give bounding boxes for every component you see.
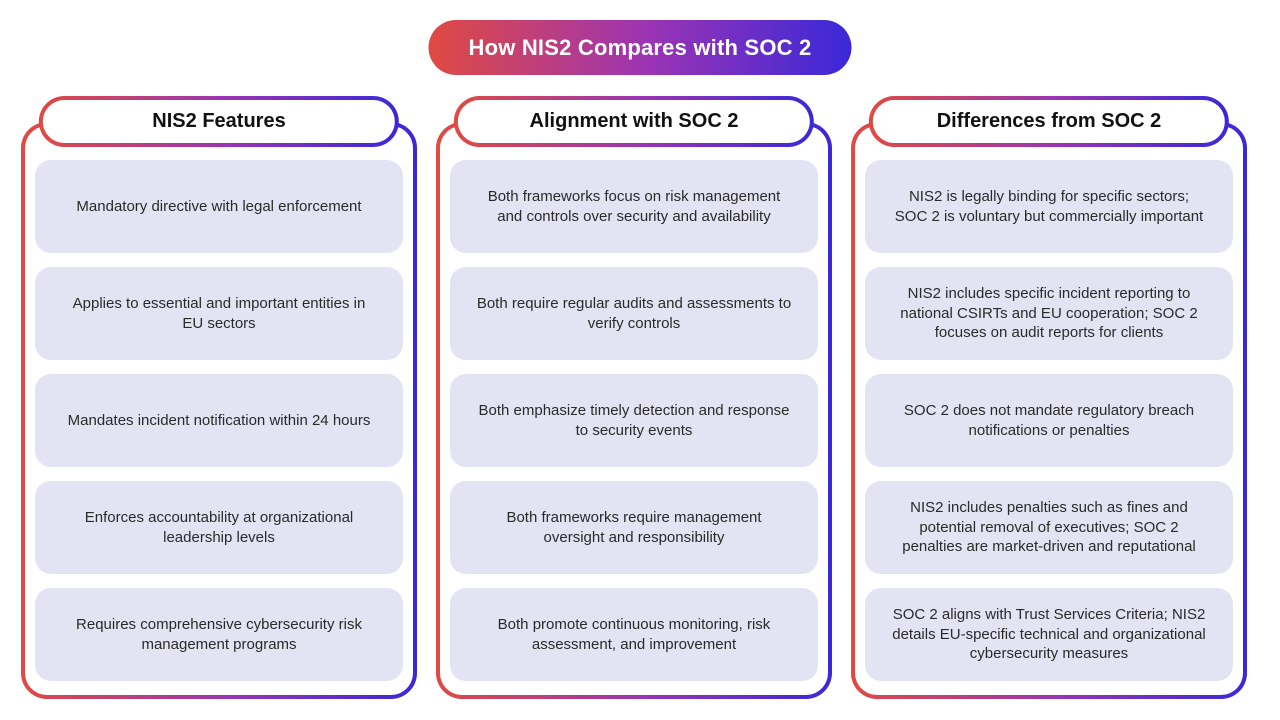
- column-nis2-features: Mandatory directive with legal enforceme…: [21, 96, 417, 699]
- column-differences-soc2: NIS2 is legally binding for specific sec…: [851, 96, 1247, 699]
- card: Mandatory directive with legal enforceme…: [35, 160, 403, 253]
- card-text: NIS2 includes penalties such as fines an…: [902, 498, 1196, 556]
- column-border: Mandatory directive with legal enforceme…: [21, 122, 417, 699]
- card-text: Both emphasize timely detection and resp…: [478, 401, 790, 439]
- card: NIS2 is legally binding for specific sec…: [865, 160, 1233, 253]
- card: Requires comprehensive cybersecurity ris…: [35, 588, 403, 681]
- card: Enforces accountability at organizationa…: [35, 481, 403, 574]
- column-border: Both frameworks focus on risk management…: [436, 122, 832, 699]
- column-body: Both frameworks focus on risk management…: [440, 126, 828, 695]
- card-text: Mandatory directive with legal enforceme…: [76, 197, 362, 215]
- card-text: NIS2 includes specific incident reportin…: [900, 284, 1198, 342]
- column-header-label: Differences from SOC 2: [936, 110, 1162, 132]
- column-header-pill: Differences from SOC 2: [868, 96, 1230, 147]
- card-text: Mandates incident notification within 24…: [67, 411, 371, 429]
- column-header: NIS2 Features: [42, 100, 396, 143]
- card-text: Both frameworks require management overs…: [506, 508, 762, 546]
- card-text: NIS2 is legally binding for specific sec…: [894, 187, 1204, 225]
- card-text: Both require regular audits and assessme…: [476, 294, 792, 332]
- card: Both frameworks focus on risk management…: [450, 160, 818, 253]
- column-header: Alignment with SOC 2: [457, 100, 811, 143]
- column-border: NIS2 is legally binding for specific sec…: [851, 122, 1247, 699]
- column-header-label: NIS2 Features: [152, 110, 286, 132]
- card: NIS2 includes penalties such as fines an…: [865, 481, 1233, 574]
- card: Both emphasize timely detection and resp…: [450, 374, 818, 467]
- card: Applies to essential and important entit…: [35, 267, 403, 360]
- card-text: SOC 2 aligns with Trust Services Criteri…: [892, 605, 1206, 663]
- card-text: Enforces accountability at organizationa…: [84, 508, 354, 546]
- card: Both require regular audits and assessme…: [450, 267, 818, 360]
- card-text: Both promote continuous monitoring, risk…: [497, 615, 771, 653]
- column-header-pill: Alignment with SOC 2: [453, 96, 815, 147]
- card-text: SOC 2 does not mandate regulatory breach…: [903, 401, 1195, 439]
- card: SOC 2 does not mandate regulatory breach…: [865, 374, 1233, 467]
- column-header-label: Alignment with SOC 2: [529, 110, 739, 132]
- card: Mandates incident notification within 24…: [35, 374, 403, 467]
- column-header: Differences from SOC 2: [872, 100, 1226, 143]
- column-header-pill: NIS2 Features: [38, 96, 400, 147]
- card-text: Applies to essential and important entit…: [72, 294, 366, 332]
- column-body: Mandatory directive with legal enforceme…: [25, 126, 413, 695]
- card: NIS2 includes specific incident reportin…: [865, 267, 1233, 360]
- column-body: NIS2 is legally binding for specific sec…: [855, 126, 1243, 695]
- card: Both frameworks require management overs…: [450, 481, 818, 574]
- card: Both promote continuous monitoring, risk…: [450, 588, 818, 681]
- columns-row: Mandatory directive with legal enforceme…: [21, 96, 1247, 699]
- card-text: Requires comprehensive cybersecurity ris…: [76, 615, 362, 653]
- card: SOC 2 aligns with Trust Services Criteri…: [865, 588, 1233, 681]
- title-banner: How NIS2 Compares with SOC 2: [428, 20, 852, 75]
- card-text: Both frameworks focus on risk management…: [487, 187, 781, 225]
- column-alignment-soc2: Both frameworks focus on risk management…: [436, 96, 832, 699]
- page-title: How NIS2 Compares with SOC 2: [468, 34, 812, 60]
